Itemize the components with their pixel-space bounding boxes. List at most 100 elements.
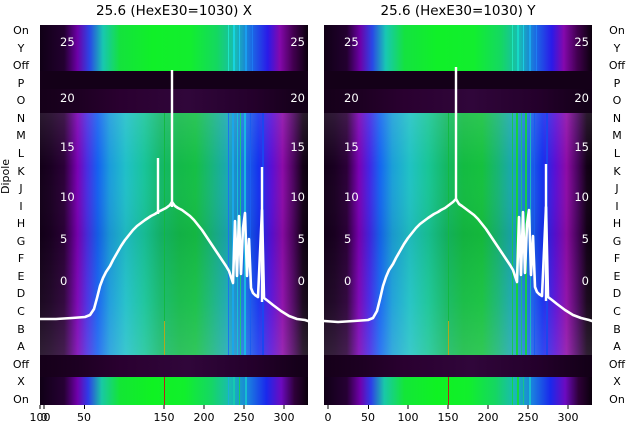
x-tick: 0 (41, 405, 48, 424)
y-axis-label: Dipole (0, 158, 13, 195)
x-axis-right: 0 50 100 150 200 250 300 (324, 405, 592, 440)
y-tick-label: 20 (60, 91, 75, 105)
y-tick-label: 5 (581, 232, 589, 246)
cat-tick: E (613, 269, 621, 283)
x-tick-label: 300 (273, 411, 295, 424)
x-tick: 250 (234, 405, 255, 424)
profile-trace-x (40, 200, 308, 323)
x-tick: 50 (77, 405, 91, 424)
x-tick-label: 200 (193, 411, 215, 424)
y-tick-label: 5 (297, 232, 305, 246)
y-tick-label: 20 (344, 91, 359, 105)
cat-tick: O (612, 94, 622, 108)
cat-tick: On (609, 24, 625, 37)
plot-panel-y[interactable]: 25 20 15 10 5 0 25 20 15 10 5 0 (324, 25, 592, 405)
cat-tick: H (612, 217, 622, 231)
cat-tick: K (17, 164, 25, 178)
cat-tick: M (16, 129, 26, 143)
right-category-axis: On Y Off P O N M L K J I H G F E D C B A… (600, 25, 634, 405)
x-tick-label: 100 (29, 411, 51, 424)
x-tick: 300 (558, 405, 579, 424)
cat-tick: Off (608, 59, 626, 73)
y-tick-label: 20 (290, 91, 305, 105)
heatmap-image-y (324, 25, 592, 405)
profile-spikes-x (156, 70, 264, 302)
cat-tick: B (17, 322, 25, 336)
heatmap-image-x (40, 25, 308, 405)
cat-tick: Off (608, 357, 626, 371)
profile-trace-y (324, 197, 592, 324)
y-tick-label: 20 (574, 91, 589, 105)
cat-tick: X (17, 375, 25, 389)
plot-panel-x[interactable]: 25 20 15 10 5 0 25 20 15 10 5 0 (40, 25, 308, 405)
y-tick-label: 0 (297, 274, 305, 288)
left-category-axis: On Y Off P O N M L K J I H G F E D C B A… (4, 25, 38, 405)
cat-tick: D (612, 287, 622, 301)
x-tick-label: 0 (40, 411, 48, 424)
x-tick-label: 50 (77, 411, 91, 424)
cat-tick: Y (613, 41, 621, 55)
cat-tick: G (16, 234, 26, 248)
y-tick-label: 25 (60, 35, 75, 49)
cat-tick: K (613, 164, 621, 178)
x-tick: 50 (361, 405, 375, 424)
y-tick-label: 25 (574, 35, 589, 49)
cat-tick: P (17, 76, 25, 90)
x-tick-label: 250 (233, 411, 255, 424)
cat-tick: A (17, 340, 25, 354)
x-tick: 0 (325, 405, 332, 424)
x-tick-label: 200 (477, 411, 499, 424)
cat-tick: On (609, 392, 625, 406)
x-tick-label: 50 (361, 411, 375, 424)
y-tick-label: 25 (344, 35, 359, 49)
y-tick-label: 0 (581, 274, 589, 288)
cat-tick: C (613, 305, 621, 318)
cat-tick: G (612, 234, 622, 248)
x-tick-label: 100 (397, 411, 419, 424)
cat-tick: J (19, 182, 23, 196)
y-tick-label: 25 (290, 35, 305, 49)
x-tick-label: 150 (437, 411, 459, 424)
cat-tick: On (13, 24, 29, 37)
cat-tick: Off (12, 357, 30, 371)
cat-tick: H (16, 217, 26, 231)
x-tick-label: 250 (517, 411, 539, 424)
cat-tick: A (613, 340, 621, 354)
cat-tick: Off (12, 59, 30, 73)
cat-tick: C (17, 305, 25, 318)
cat-tick: I (19, 199, 23, 213)
x-tick-label: 150 (153, 411, 175, 424)
y-tick-label: 10 (574, 190, 589, 204)
cat-tick: L (17, 146, 25, 160)
x-axis-left: 0 50 100 150 200 250 300 (30, 405, 308, 440)
panel-title-y: 25.6 (HexE30=1030) Y (380, 3, 536, 19)
x-tick-label: 0 (324, 411, 332, 424)
cat-tick: P (613, 76, 621, 90)
cat-tick: F (17, 252, 25, 266)
cat-tick: On (13, 392, 29, 406)
cat-tick: L (613, 146, 621, 160)
panel-title-x: 25.6 (HexE30=1030) X (95, 3, 252, 19)
cat-tick: F (613, 252, 621, 266)
y-tick-label: 15 (60, 140, 75, 154)
x-tick: 150 (438, 405, 459, 424)
y-tick-label: 5 (60, 232, 68, 246)
x-tick: 150 (154, 405, 175, 424)
x-tick: 100 (398, 405, 419, 424)
cat-tick: E (17, 269, 25, 283)
y-tick-label: 15 (290, 140, 305, 154)
profile-spikes-y (454, 67, 548, 301)
cat-tick: D (16, 287, 26, 301)
y-tick-label: 5 (344, 232, 352, 246)
cat-tick: M (612, 129, 622, 143)
y-tick-label: 10 (290, 190, 305, 204)
x-tick: 200 (478, 405, 499, 424)
cat-tick: O (16, 94, 26, 108)
cat-tick: X (613, 375, 621, 389)
cat-tick: J (615, 182, 619, 196)
x-tick: 300 (274, 405, 295, 424)
y-tick-label: 0 (60, 274, 68, 288)
y-tick-label: 0 (344, 274, 352, 288)
cat-tick: N (16, 111, 26, 125)
y-tick-label: 10 (60, 190, 75, 204)
